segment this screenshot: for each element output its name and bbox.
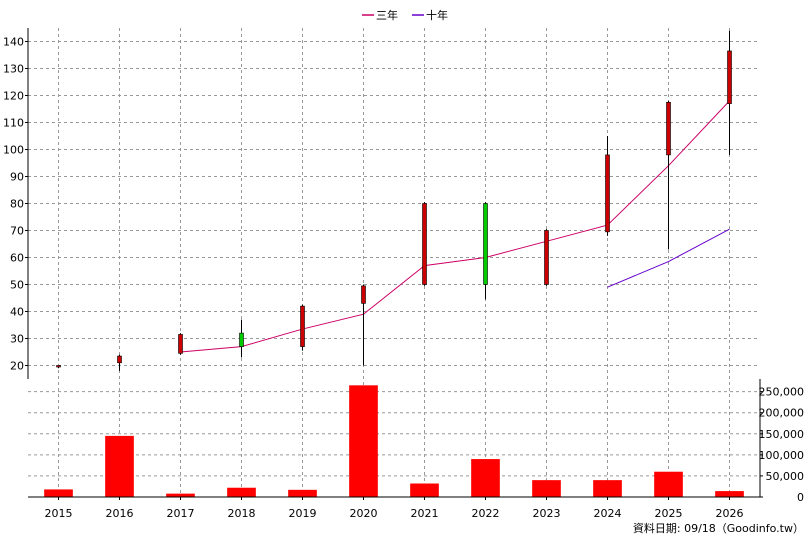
price-tick-label: 60 [10, 252, 24, 265]
volume-bar [349, 385, 378, 497]
price-axis: 20 30 40 50 60 70 80 90 100 110 120 130 140 [3, 36, 28, 373]
volume-tick-label: 200,000 [759, 407, 805, 420]
price-tick-label: 70 [10, 225, 24, 238]
candle-body [300, 305, 305, 347]
volume-bar [532, 480, 561, 497]
volume-bar [227, 487, 256, 497]
volume-tick-label: 150,000 [759, 428, 805, 441]
candle-body [239, 332, 244, 347]
volume-bar [288, 489, 317, 497]
price-tick-label: 90 [10, 171, 24, 184]
candle-body [727, 50, 732, 104]
x-tick-label: 2020 [350, 507, 378, 520]
volume-bars [44, 385, 744, 497]
volume-bar [715, 491, 744, 497]
candle-body [605, 154, 610, 233]
plot-frame [27, 28, 761, 498]
volume-axis: 0 50,000 100,000 150,000 200,000 250,000 [759, 386, 805, 504]
candle-body [483, 203, 488, 285]
candle-body [666, 101, 671, 156]
candle-body [361, 285, 366, 304]
x-tick-label: 2024 [594, 507, 622, 520]
price-tick-label: 140 [3, 36, 24, 49]
ma10-line [607, 228, 730, 288]
x-tick-label: 2022 [472, 507, 500, 520]
price-tick-label: 120 [3, 90, 24, 103]
x-tick-label: 2023 [533, 507, 561, 520]
volume-tick-label: 0 [797, 491, 804, 504]
volume-bar [410, 483, 439, 497]
price-tick-label: 40 [10, 306, 24, 319]
x-axis: 2015 2016 2017 2018 2019 2020 2021 2022 2023 2024… [45, 497, 744, 520]
legend-label: 三年 [376, 8, 398, 22]
volume-bar [44, 489, 73, 497]
x-tick-label: 2016 [106, 507, 134, 520]
price-tick-label: 100 [3, 144, 24, 157]
price-tick-label: 30 [10, 333, 24, 346]
x-tick-label: 2019 [289, 507, 317, 520]
price-tick-label: 20 [10, 360, 24, 373]
volume-bar [166, 493, 195, 497]
legend: 三年 十年 [362, 8, 448, 22]
price-tick-label: 130 [3, 63, 24, 76]
moving-averages [180, 100, 730, 353]
volume-bar [105, 435, 134, 497]
volume-tick-label: 100,000 [759, 449, 805, 462]
price-tick-label: 80 [10, 198, 24, 211]
x-tick-label: 2026 [716, 507, 744, 520]
candle-body [544, 230, 549, 285]
volume-bar [471, 459, 500, 497]
price-tick-label: 110 [3, 117, 24, 130]
footer-text: 資料日期: 09/18（Goodinfo.tw） [633, 521, 804, 535]
candle-body [56, 365, 61, 368]
candle-body [178, 334, 183, 354]
volume-bar [593, 480, 622, 497]
legend-label: 十年 [426, 8, 448, 22]
volume-bar [654, 471, 683, 497]
x-tick-label: 2017 [167, 507, 195, 520]
price-tick-label: 50 [10, 279, 24, 292]
candles [56, 30, 732, 371]
candle-body [117, 355, 122, 364]
x-tick-label: 2025 [655, 507, 683, 520]
ma3-line [180, 100, 730, 353]
grid [28, 28, 760, 498]
x-tick-label: 2021 [411, 507, 439, 520]
volume-tick-label: 50,000 [766, 470, 805, 483]
x-tick-label: 2015 [45, 507, 73, 520]
x-tick-label: 2018 [228, 507, 256, 520]
candle-body [422, 203, 427, 285]
volume-tick-label: 250,000 [759, 386, 805, 399]
